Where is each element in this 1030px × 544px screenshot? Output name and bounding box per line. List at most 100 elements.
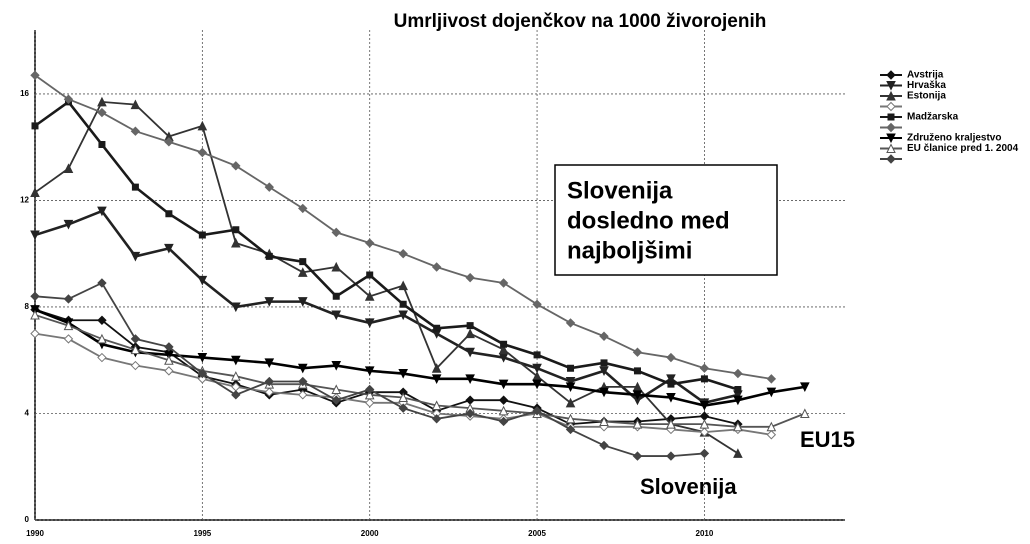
point (700, 375, 708, 383)
series (31, 98, 742, 394)
point (30, 70, 40, 80)
point (331, 227, 341, 238)
point (231, 237, 241, 248)
point (465, 395, 475, 405)
point (632, 451, 643, 461)
point (264, 358, 275, 368)
point (532, 363, 542, 374)
point (331, 261, 342, 272)
point (666, 393, 676, 403)
point (264, 182, 275, 192)
point (197, 374, 208, 384)
point (886, 143, 896, 153)
point (264, 376, 275, 387)
point (431, 400, 442, 410)
point (599, 366, 609, 376)
point (98, 141, 106, 149)
legend-label: EU članice pred 1. 2004 (907, 143, 1019, 154)
point (666, 419, 676, 429)
point (431, 374, 442, 384)
point (398, 310, 408, 321)
callout-box (554, 164, 778, 276)
point (666, 374, 676, 384)
point (231, 371, 241, 381)
point (800, 382, 810, 392)
point (63, 219, 74, 230)
point (298, 376, 308, 387)
point (164, 137, 174, 147)
callout-text: Slovenija (567, 177, 673, 204)
point (733, 368, 743, 379)
point (766, 387, 777, 398)
point (886, 81, 896, 91)
point (97, 352, 107, 363)
point (63, 94, 74, 104)
point (197, 353, 208, 363)
legend-label: Hrvaška (907, 80, 946, 91)
point (197, 368, 208, 379)
point (164, 355, 174, 365)
point (298, 390, 308, 400)
point (667, 380, 675, 388)
point (699, 427, 710, 437)
legend-label: Združeno kraljestvo (907, 133, 1001, 144)
point (431, 363, 442, 373)
point (297, 297, 308, 307)
point (733, 395, 743, 406)
point (766, 421, 777, 432)
y-tick-label: 4 (25, 409, 30, 418)
point (63, 163, 74, 173)
point (734, 386, 742, 394)
point (231, 390, 241, 400)
legend-label: Estonija (907, 91, 946, 102)
point (30, 230, 40, 241)
point (498, 344, 509, 355)
point (398, 369, 408, 379)
point (399, 300, 407, 308)
point (231, 302, 241, 313)
point (130, 126, 141, 136)
point (298, 203, 308, 214)
point (398, 248, 408, 259)
point (632, 390, 643, 400)
legend-label: Avstrija (907, 70, 944, 81)
point (666, 352, 676, 363)
point (633, 367, 641, 375)
point (231, 355, 241, 366)
x-tick-label: 2010 (696, 529, 714, 538)
point (30, 328, 40, 339)
point (599, 331, 609, 341)
point (465, 408, 475, 419)
series-line (34, 308, 806, 407)
point (365, 384, 375, 395)
point (886, 70, 896, 80)
point (498, 416, 509, 427)
point (498, 379, 509, 390)
series (30, 278, 710, 461)
point (30, 187, 40, 197)
point (130, 251, 141, 262)
series (30, 309, 810, 432)
point (500, 340, 508, 348)
point (498, 395, 509, 405)
point (299, 258, 307, 266)
point (63, 320, 74, 331)
point (699, 363, 710, 373)
point (565, 413, 576, 424)
point (331, 395, 341, 405)
point (97, 107, 107, 118)
point (800, 408, 810, 418)
point (533, 351, 541, 359)
y-tick-label: 16 (20, 89, 29, 98)
point (465, 328, 475, 339)
point (97, 206, 107, 217)
point (97, 315, 107, 325)
point (733, 448, 743, 458)
point (97, 333, 107, 344)
point (197, 275, 208, 286)
point (331, 361, 342, 371)
series-line (34, 209, 739, 405)
point (886, 101, 896, 112)
point (130, 334, 141, 344)
